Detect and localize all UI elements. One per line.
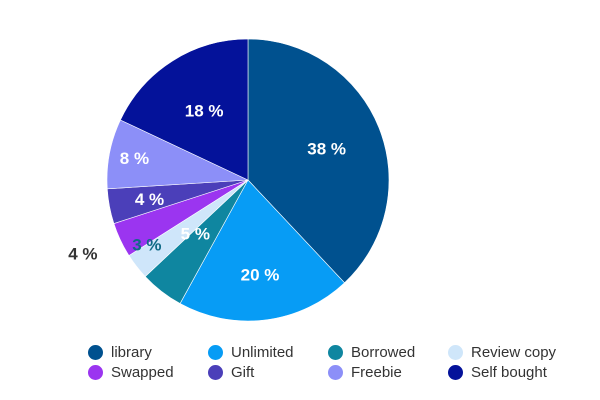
slice-label-freebie: 8 %	[120, 149, 149, 168]
legend-item-freebie: Freebie	[328, 362, 402, 382]
legend-label-swapped: Swapped	[111, 363, 174, 381]
slice-label-swapped: 4 %	[68, 245, 97, 264]
legend-label-gift: Gift	[231, 363, 255, 381]
chart-legend: library Unlimited Borrowed Review copy S…	[88, 340, 600, 390]
legend-swatch-unlimited	[208, 344, 223, 360]
pie-slice-library	[247, 38, 390, 284]
legend-item-library: library	[88, 342, 152, 362]
legend-label-self-bought: Self bought	[471, 363, 547, 381]
legend-label-borrowed: Borrowed	[351, 343, 416, 361]
legend-swatch-library	[88, 344, 103, 360]
slice-labels: 38 % 20 % 5 % 3 % 4 % 4 % 8 % 18 %	[68, 101, 346, 284]
legend-item-borrowed: Borrowed	[328, 342, 415, 362]
slice-label-gift: 4 %	[135, 190, 164, 209]
pie-chart: 38 % 20 % 5 % 3 % 4 % 4 % 8 % 18 %	[68, 38, 390, 322]
pie-slice-self-bought	[120, 38, 249, 181]
legend-item-gift: Gift	[208, 362, 254, 382]
slice-label-borrowed: 5 %	[181, 225, 210, 244]
legend-label-unlimited: Unlimited	[231, 343, 294, 361]
legend-label-review-copy: Review copy	[471, 343, 557, 361]
legend-swatch-swapped	[88, 364, 103, 380]
legend-swatch-borrowed	[328, 344, 343, 360]
legend-item-swapped: Swapped	[88, 362, 174, 382]
legend-swatch-review-copy	[448, 344, 463, 360]
legend-item-self-bought: Self bought	[448, 362, 547, 382]
legend-label-library: library	[111, 343, 152, 361]
slice-label-review-copy: 3 %	[132, 236, 161, 255]
legend-swatch-gift	[208, 364, 223, 380]
pie-slice-unlimited	[179, 179, 345, 322]
legend-label-freebie: Freebie	[351, 363, 402, 381]
legend-swatch-freebie	[328, 364, 343, 380]
legend-swatch-self-bought	[448, 364, 463, 380]
slice-label-self-bought: 18 %	[185, 101, 224, 120]
pie-slices	[106, 38, 390, 322]
slice-label-unlimited: 20 %	[241, 266, 280, 285]
legend-item-unlimited: Unlimited	[208, 342, 294, 362]
slice-label-library: 38 %	[307, 139, 346, 158]
legend-item-review-copy: Review copy	[448, 342, 556, 362]
